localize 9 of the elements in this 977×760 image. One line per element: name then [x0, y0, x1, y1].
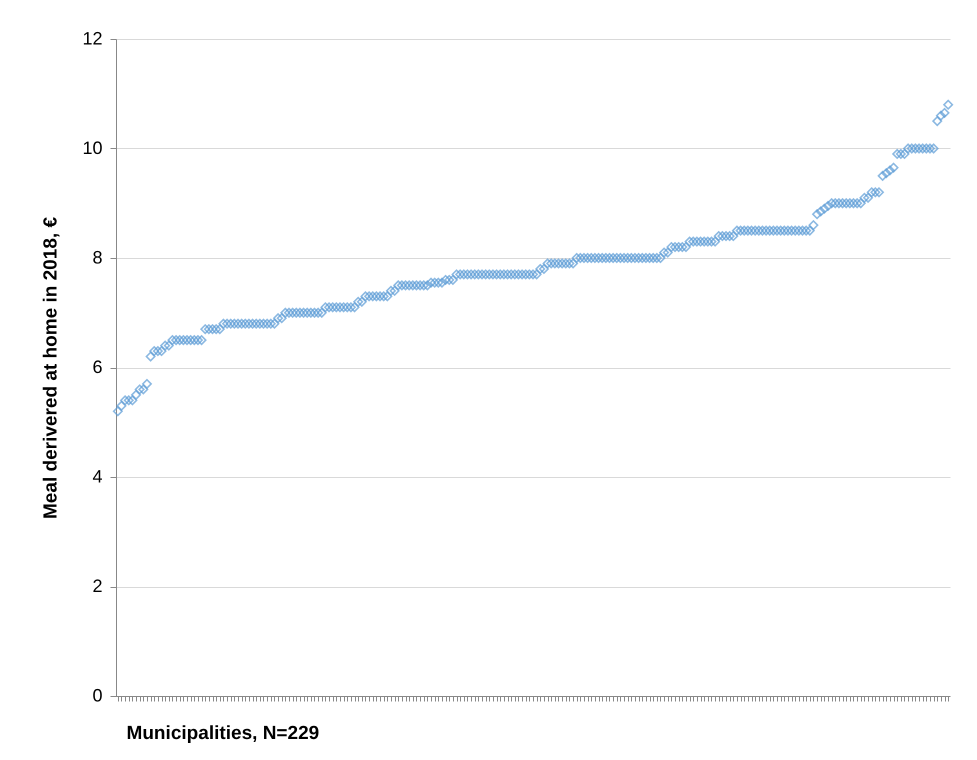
x-axis-title: Municipalities, N=229	[126, 723, 320, 744]
y-tick-label: 2	[92, 576, 102, 596]
y-tick-label: 6	[92, 357, 102, 377]
y-tick-label: 10	[82, 138, 102, 158]
y-tick-label: 4	[92, 466, 102, 486]
y-tick-label: 0	[92, 686, 102, 706]
y-tick-label: 8	[92, 248, 102, 268]
y-tick-label: 12	[82, 28, 102, 48]
y-axis-title: Meal derivered at home in 2018, €	[40, 216, 62, 520]
